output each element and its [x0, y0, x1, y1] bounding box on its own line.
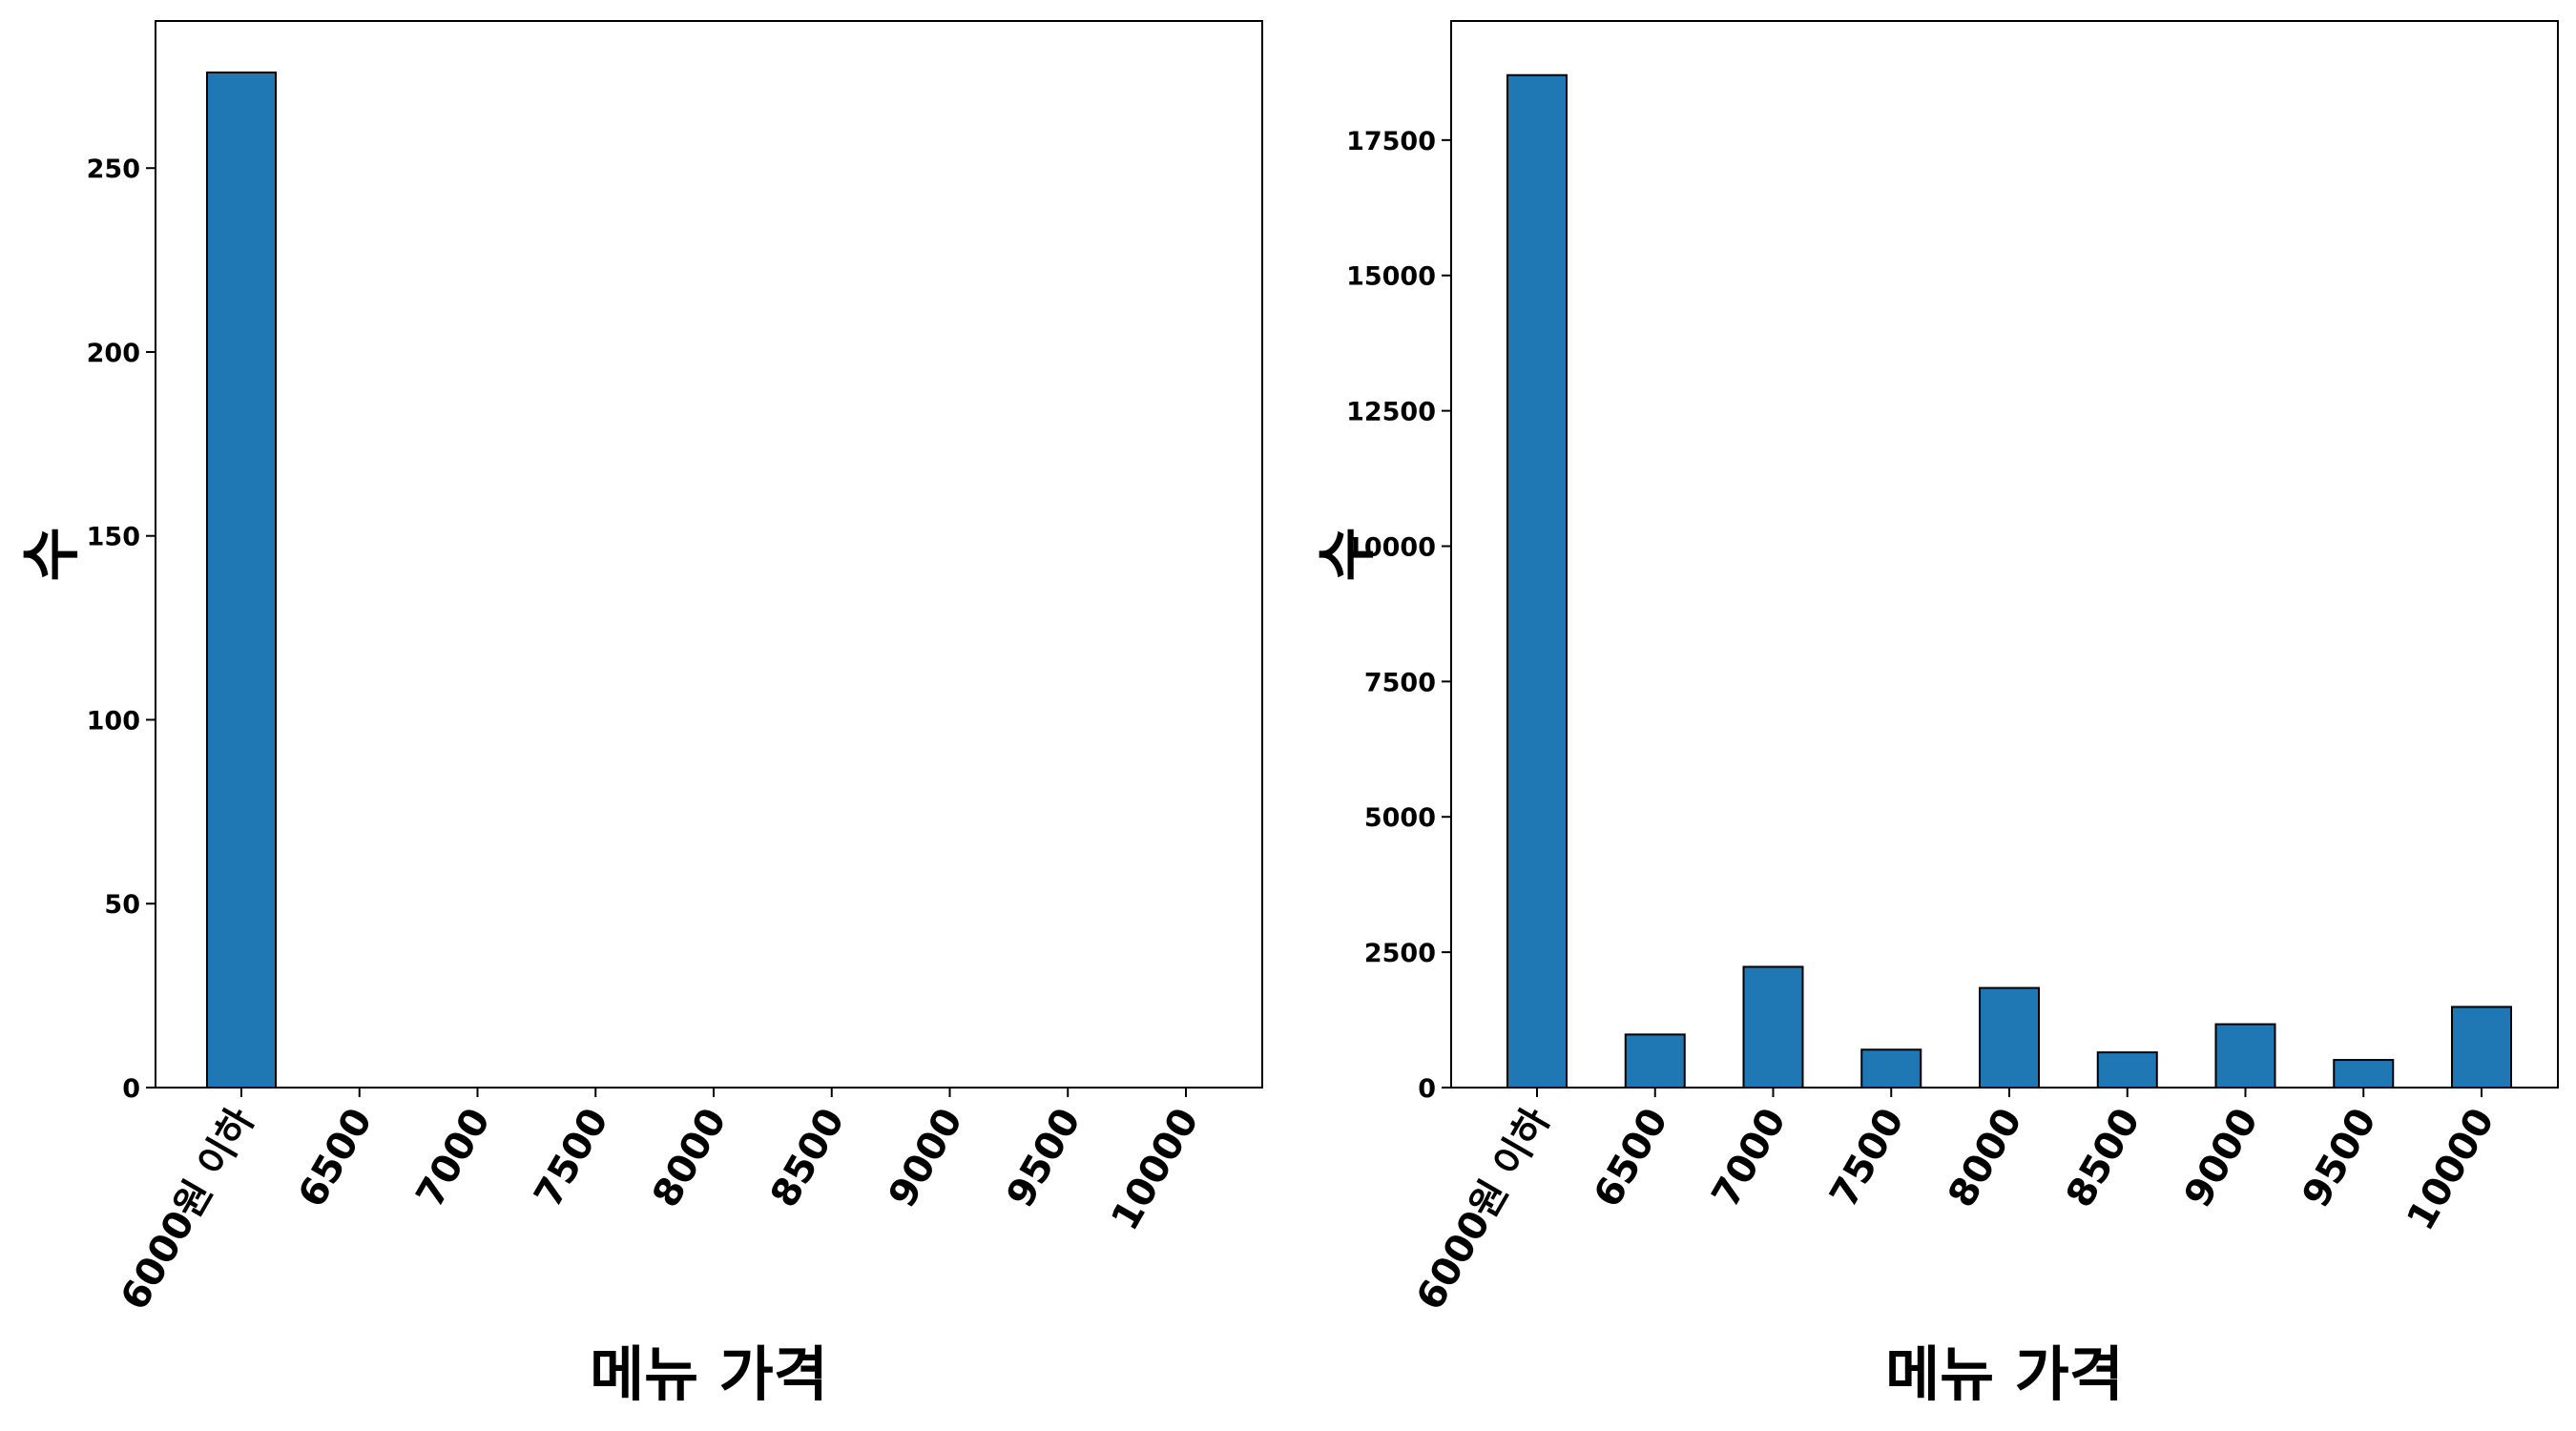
y-tick-label: 200 [87, 339, 140, 368]
x-tick-label: 7000 [1704, 1101, 1796, 1214]
y-tick-label: 2500 [1364, 939, 1436, 968]
bar-7000 [1742, 965, 1804, 1089]
bar-10000 [2451, 1006, 2512, 1089]
y-tick-label: 10000 [1346, 532, 1436, 562]
x-tick-label: 8500 [762, 1101, 854, 1214]
x-tick-label: 10000 [2399, 1101, 2503, 1238]
x-tick-label: 9500 [998, 1101, 1090, 1214]
plot-frame [155, 20, 1263, 1089]
x-tick-label: 8000 [644, 1101, 736, 1214]
left-bar-chart: 0 50 100 150 200 250 6000원 이하 6500 7000 7500 8000 8… [16, 20, 1263, 1409]
y-tick-label: 5000 [1364, 803, 1436, 833]
x-axis-label: 메뉴 가격 [1885, 1339, 2124, 1409]
x-tick-label: 9000 [2176, 1101, 2268, 1214]
plot-frame [1450, 20, 2559, 1089]
y-tick-label: 0 [1418, 1074, 1436, 1104]
bar-6000원 이하 [1506, 73, 1568, 1089]
y-tick-label: 150 [87, 523, 140, 552]
y-tick-label: 100 [87, 706, 140, 736]
x-tick-label: 7500 [1821, 1101, 1913, 1214]
x-tick-label: 8500 [2058, 1101, 2150, 1214]
x-tick-label: 9500 [2294, 1101, 2385, 1214]
bar-9500 [2333, 1059, 2395, 1089]
y-tick-label: 250 [87, 155, 140, 184]
x-tick-label: 7500 [526, 1101, 617, 1214]
bar-6000원 이하 [206, 71, 277, 1089]
x-tick-label: 6000원 이하 [113, 1101, 263, 1317]
x-tick-label: 6500 [1586, 1101, 1677, 1214]
bar-9000 [2214, 1023, 2276, 1089]
x-tick-label: 6500 [290, 1101, 382, 1214]
x-tick-label: 9000 [881, 1101, 972, 1214]
bar-8000 [1979, 986, 2040, 1089]
y-axis-label: 수 [16, 527, 86, 581]
bar-6500 [1624, 1033, 1686, 1089]
y-tick-label: 0 [122, 1074, 140, 1104]
y-tick-label: 50 [104, 890, 140, 920]
y-tick-label: 12500 [1346, 398, 1436, 427]
x-tick-label: 7000 [408, 1101, 500, 1214]
x-tick-label: 10000 [1103, 1101, 1207, 1238]
x-axis-label: 메뉴 가격 [590, 1339, 828, 1409]
x-tick-label: 6000원 이하 [1408, 1101, 1559, 1317]
y-tick-label: 7500 [1364, 668, 1436, 697]
bar-8500 [2096, 1051, 2158, 1089]
right-bar-chart: 0 2500 5000 7500 10000 12500 15000 17500 6000원 이… [1312, 20, 2559, 1409]
bar-7500 [1860, 1048, 1922, 1089]
y-tick-label: 17500 [1346, 127, 1436, 156]
y-axis-label: 수 [1312, 527, 1381, 581]
x-tick-label: 8000 [1940, 1101, 2031, 1214]
y-tick-label: 15000 [1346, 262, 1436, 292]
